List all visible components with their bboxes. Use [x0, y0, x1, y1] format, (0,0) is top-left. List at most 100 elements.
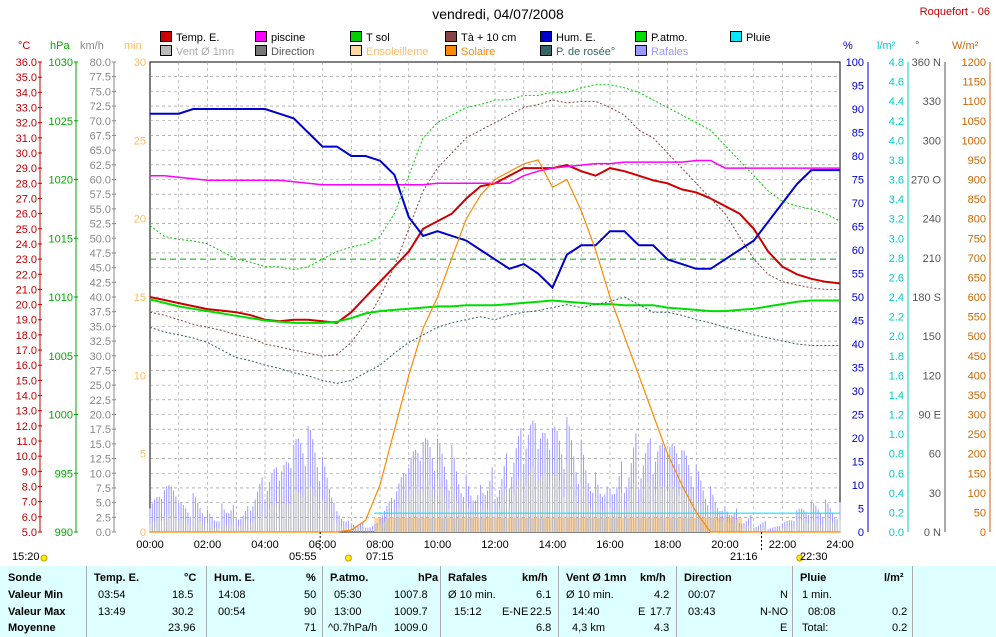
time-tick: 20:00 [711, 539, 739, 551]
solar-axis-tick: 1150 [962, 77, 986, 89]
temp-axis-tick: 27.0 [16, 193, 37, 205]
unit-rain: l/m² [877, 40, 896, 52]
pressure-axis-tick: 995 [55, 468, 73, 480]
min-axis-tick: 30 [134, 57, 146, 69]
series-piscine [150, 159, 840, 186]
wind-axis-tick: 37.5 [90, 307, 111, 319]
hum-axis-tick: 55 [852, 269, 864, 281]
solar-axis-tick: 500 [968, 331, 986, 343]
wind-axis-tick: 17.5 [90, 424, 111, 436]
sunrise-icon [344, 554, 352, 562]
hum-axis-tick: 30 [852, 386, 864, 398]
stats-col-patmo: P.atmo. hPa 05:30 1007.8 13:00 1009.7 ^0… [322, 566, 441, 637]
rain-axis-tick: 4.2 [889, 116, 904, 128]
chart-title: vendredi, 04/07/2008 [432, 6, 564, 22]
temp-axis-tick: 19.0 [16, 315, 37, 327]
wind-axis-tick: 65.0 [90, 145, 111, 157]
rain-axis-tick: 4.8 [889, 57, 904, 69]
series-p-atmo- [149, 298, 840, 324]
series-p-de-ros-e- [149, 296, 840, 384]
hum-axis-tick: 70 [852, 198, 864, 210]
temp-axis-tick: 14.0 [16, 391, 37, 403]
solar-axis-tick: 150 [968, 468, 986, 480]
solar-axis-tick: 1050 [962, 116, 986, 128]
temp-axis-tick: 5.0 [22, 527, 37, 539]
sunshine-area [374, 518, 743, 532]
dir-axis-tick: 0 N [924, 527, 941, 539]
temp-axis-tick: 22.0 [16, 269, 37, 281]
dir-axis-tick: 210 [923, 253, 941, 265]
solar-axis-tick: 100 [968, 488, 986, 500]
wind-axis-tick: 12.5 [90, 454, 111, 466]
wind-axis-tick: 47.5 [90, 248, 111, 260]
solar-axis-tick: 600 [968, 292, 986, 304]
legend-rafales: Rafales [635, 45, 688, 58]
legend-rosee: P. de rosée° [540, 45, 615, 58]
time-tick: 10:00 [424, 539, 452, 551]
time-tick: 14:00 [539, 539, 567, 551]
wind-axis-tick: 27.5 [90, 365, 111, 377]
wind-axis-tick: 57.5 [90, 189, 111, 201]
wind-axis-tick: 25.0 [90, 380, 111, 392]
legend-hum: Hum. E. [540, 31, 596, 44]
hum-axis-tick: 50 [852, 292, 864, 304]
wind-axis-tick: 40.0 [90, 292, 111, 304]
solar-axis-tick: 300 [968, 410, 986, 422]
dir-axis-tick: 300 [923, 135, 941, 147]
solar-axis-tick: 350 [968, 390, 986, 402]
dir-axis-tick: 90 E [918, 410, 941, 422]
pressure-axis-tick: 1020 [49, 175, 73, 187]
time-tick: 00:00 [136, 539, 164, 551]
temp-axis-tick: 21.0 [16, 284, 37, 296]
temp-axis-tick: 25.0 [16, 224, 37, 236]
rain-axis-tick: 3.2 [889, 214, 904, 226]
solar-axis-tick: 850 [968, 194, 986, 206]
temp-axis-tick: 6.0 [22, 512, 37, 524]
temp-axis-tick: 28.0 [16, 178, 37, 190]
rain-axis-tick: 0.0 [889, 527, 904, 539]
min-axis-tick: 0 [140, 527, 146, 539]
pressure-axis-tick: 990 [55, 527, 73, 539]
solar-axis-tick: 750 [968, 233, 986, 245]
hum-axis-tick: 10 [852, 480, 864, 492]
temp-axis-tick: 13.0 [16, 406, 37, 418]
wind-axis-tick: 15.0 [90, 439, 111, 451]
hum-axis-tick: 5 [858, 504, 864, 516]
solar-axis-tick: 1100 [962, 96, 986, 108]
temp-axis-tick: 11.0 [16, 436, 37, 448]
rain-axis-tick: 4.4 [889, 96, 904, 108]
time-tick: 18:00 [654, 539, 682, 551]
wind-axis-tick: 35.0 [90, 321, 111, 333]
hum-axis-tick: 20 [852, 433, 864, 445]
rain-axis-tick: 0.2 [889, 507, 904, 519]
pressure-axis-tick: 1000 [49, 410, 73, 422]
temp-axis-tick: 10.0 [16, 451, 37, 463]
temp-axis-tick: 35.0 [16, 72, 37, 84]
unit-wind: km/h [80, 40, 104, 52]
sunrise-label: 05:55 [289, 551, 317, 563]
legend-t10cm: Tà + 10 cm [445, 31, 516, 44]
rain-axis-tick: 1.0 [889, 429, 904, 441]
stats-col-vent: Vent Ø 1mn km/h Ø 10 min. 4.2 14:40 E 17… [558, 566, 677, 637]
temp-axis-tick: 31.0 [16, 133, 37, 145]
rain-axis-tick: 1.2 [889, 410, 904, 422]
stats-col-direction: Direction 00:07 N 03:43 N-NO E [676, 566, 793, 637]
legend-direction: Direction [255, 45, 314, 58]
time-tick: 16:00 [596, 539, 624, 551]
dir-axis-tick: 240 [923, 214, 941, 226]
rain-axis-tick: 4.6 [889, 77, 904, 89]
wind-axis-tick: 50.0 [90, 233, 111, 245]
time-mark-2230: 22:30 [800, 551, 828, 563]
temp-axis-tick: 26.0 [16, 209, 37, 221]
time-tick: 04:00 [251, 539, 279, 551]
wind-axis-tick: 32.5 [90, 336, 111, 348]
temp-axis-tick: 20.0 [16, 300, 37, 312]
dir-axis-tick: 270 O [911, 175, 941, 187]
solar-axis-tick: 1000 [962, 135, 986, 147]
temp-axis-tick: 17.0 [16, 345, 37, 357]
solar-axis-tick: 550 [968, 312, 986, 324]
unit-hum: % [843, 40, 853, 52]
wind-axis-tick: 60.0 [90, 175, 111, 187]
hum-axis-tick: 75 [852, 175, 864, 187]
wind-axis-tick: 22.5 [90, 395, 111, 407]
